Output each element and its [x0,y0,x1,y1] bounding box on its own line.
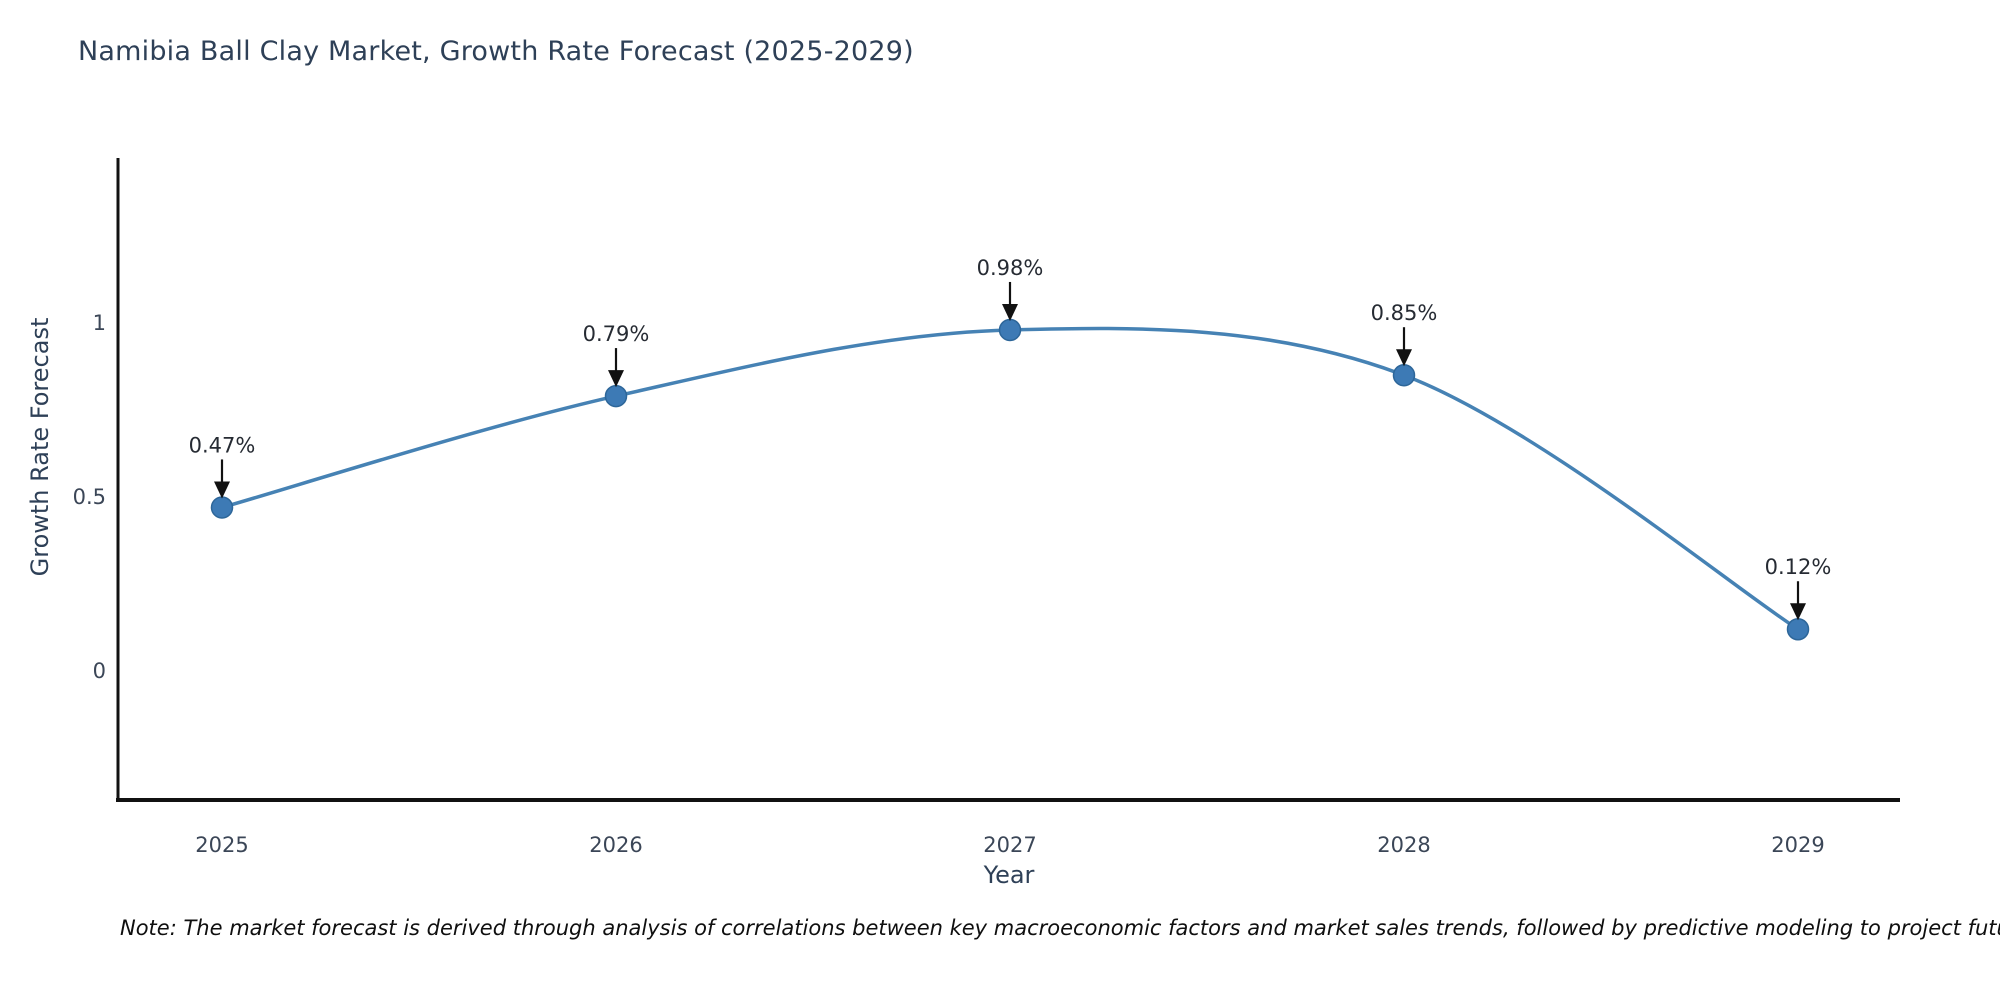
point-value-label: 0.47% [189,433,256,457]
y-tick-label: 0 [93,659,106,683]
data-point-2029 [1786,617,1810,641]
y-tick-label: 1 [93,311,106,335]
data-point-2028 [1392,363,1416,387]
data-point-2026 [604,384,628,408]
forecast-line [221,326,1799,631]
annotation-arrow-head [1002,303,1018,321]
x-tick-label: 2025 [195,833,248,857]
annotation-arrow-head [1396,349,1412,367]
annotation-arrow-head [608,370,624,388]
point-value-label: 0.12% [1765,555,1832,579]
x-axis-title: Year [983,861,1035,889]
data-point-2027 [998,318,1022,342]
annotation-arrow-head [214,481,230,499]
chart-title: Namibia Ball Clay Market, Growth Rate Fo… [78,36,914,67]
x-tick-label: 2028 [1377,833,1430,857]
x-tick-label: 2029 [1771,833,1824,857]
data-point-2025 [210,496,234,519]
y-axis-title: Growth Rate Forecast [26,317,54,577]
point-value-label: 0.79% [583,322,650,346]
y-tick-label: 0.5 [73,485,106,509]
footnote: Note: The market forecast is derived thr… [120,916,2000,940]
annotation-arrow-head [1790,603,1806,621]
x-tick-label: 2026 [589,833,642,857]
x-tick-label: 2027 [983,833,1036,857]
point-value-label: 0.98% [977,256,1044,280]
point-value-label: 0.85% [1371,301,1438,325]
